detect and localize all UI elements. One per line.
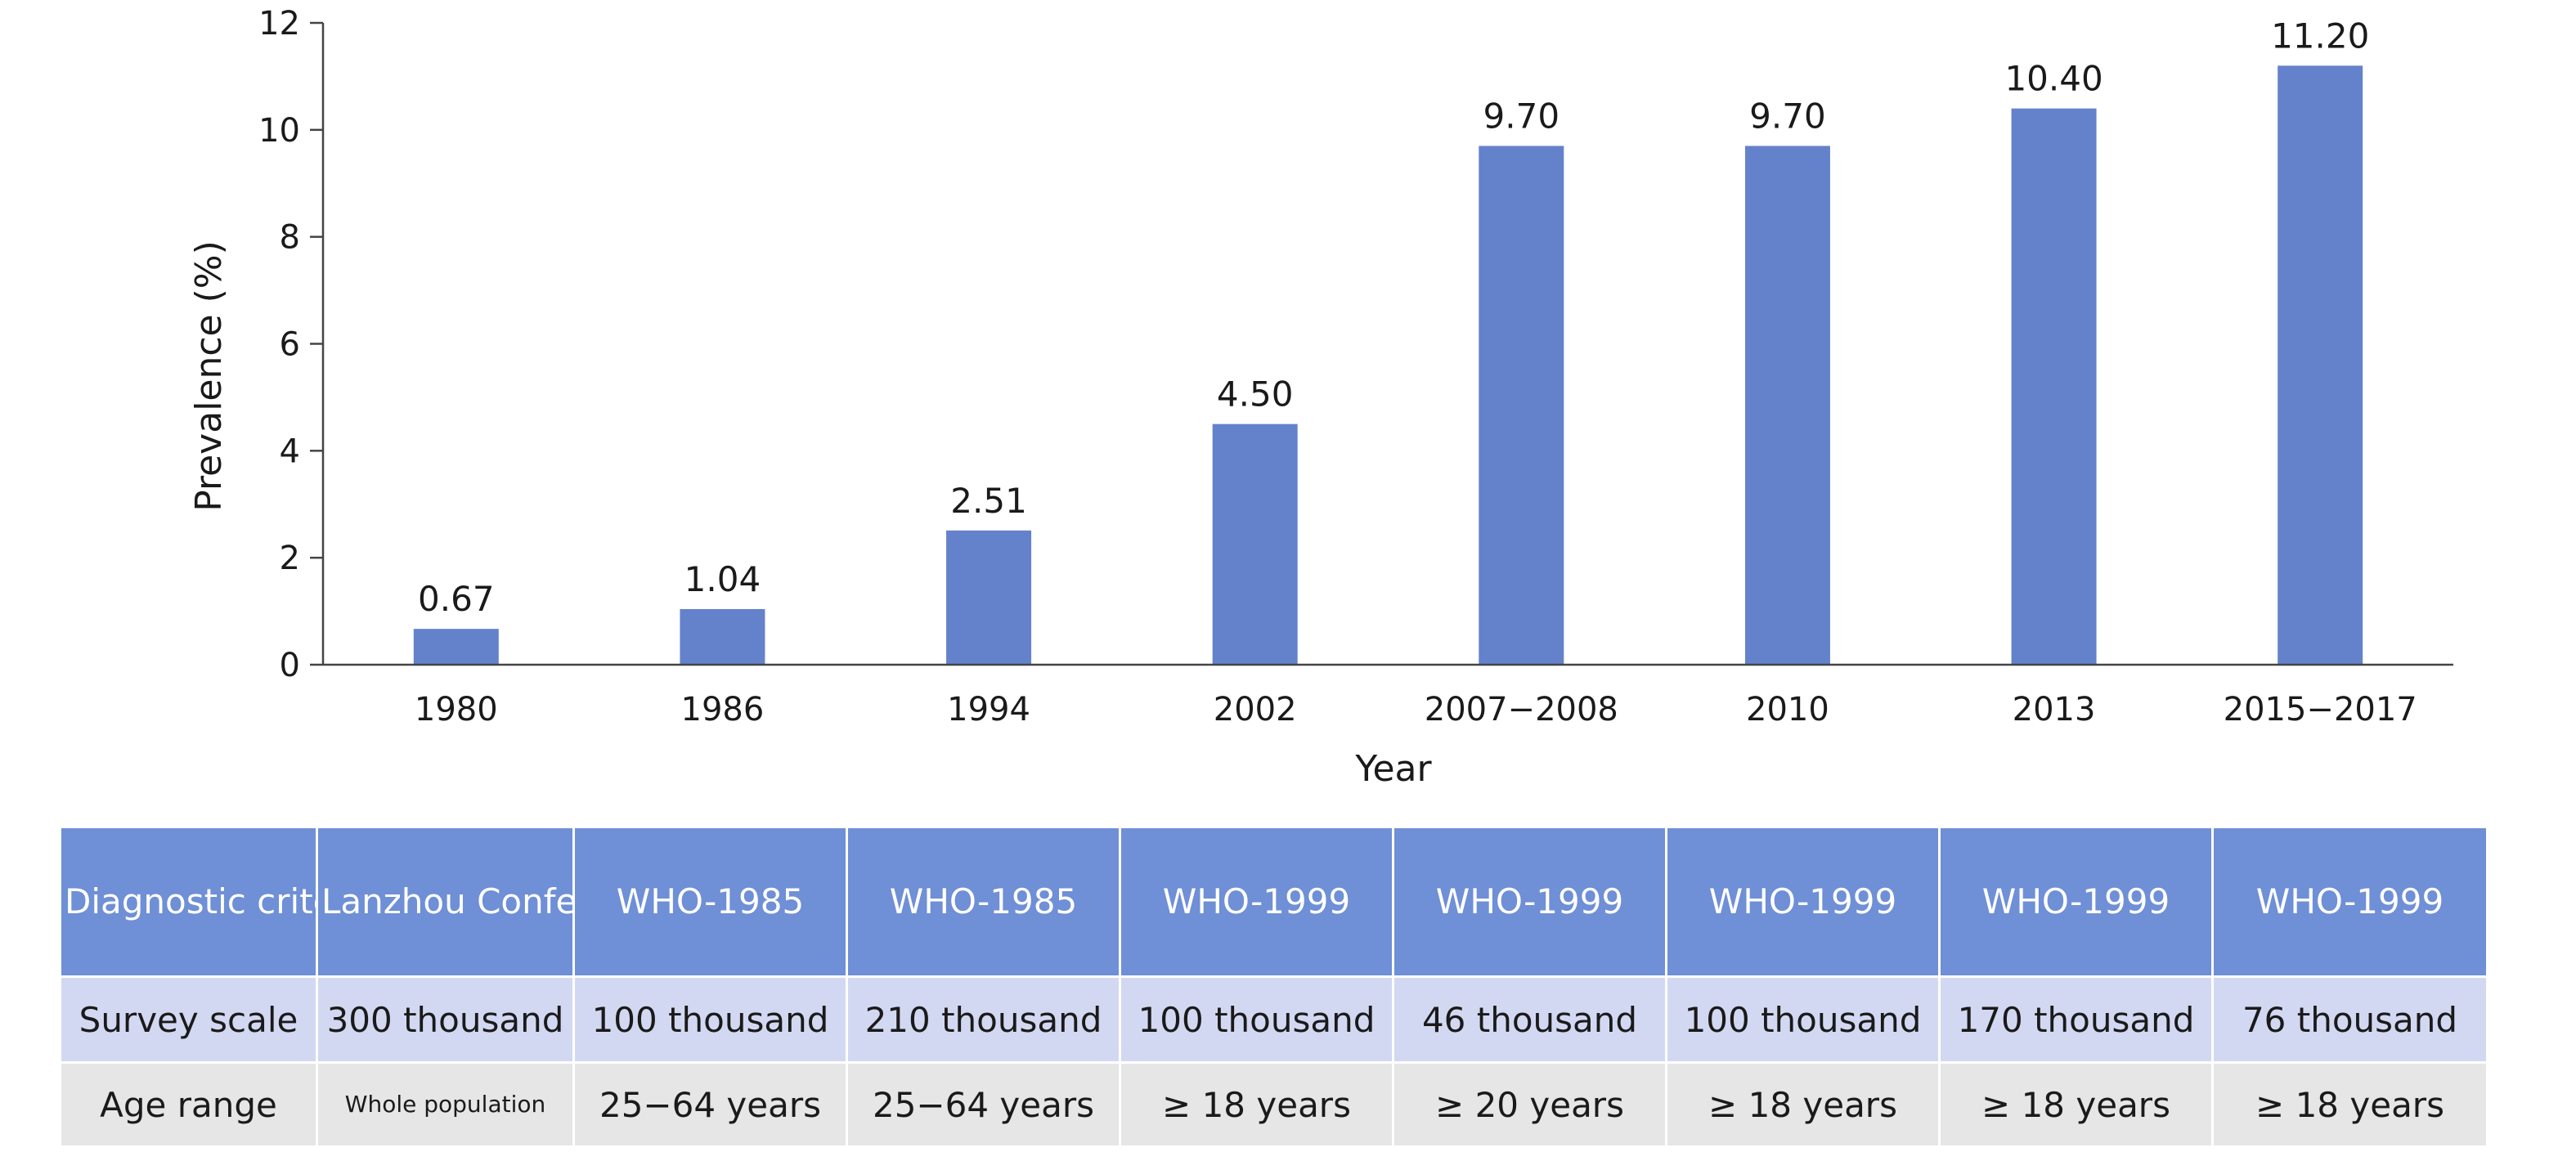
axes-group: 1980 1986 1994 2002 2007−2008 2010 2013 2015−20… bbox=[258, 5, 2453, 728]
data-label: 0.67 bbox=[418, 579, 495, 619]
x-tick-label: 2013 bbox=[2013, 691, 2096, 728]
x-tick-label: 2010 bbox=[1746, 691, 1829, 728]
y-tick-label: 12 bbox=[258, 5, 300, 43]
criteria-cell: WHO-1999 bbox=[2211, 826, 2488, 978]
bar-1986 bbox=[680, 608, 765, 665]
x-axis-title: Year bbox=[1354, 748, 1432, 790]
row-header-diagnostic-criteria: Diagnostic criteria bbox=[59, 826, 318, 978]
age-cell: ≥ 18 years bbox=[1938, 1061, 2214, 1148]
criteria-cell: WHO-1999 bbox=[1665, 826, 1941, 978]
bar-1994 bbox=[946, 530, 1032, 665]
data-label: 2.51 bbox=[950, 481, 1027, 521]
prevalence-bar-chart: 0.67 1.04 2.51 4.50 9.70 9.70 10.40 11.20 1980 1… bbox=[188, 5, 2453, 790]
y-tick-label: 2 bbox=[280, 540, 300, 577]
scale-cell: 76 thousand bbox=[2211, 975, 2488, 1064]
bar-2007−2008 bbox=[1479, 146, 1564, 666]
data-label: 10.40 bbox=[2004, 59, 2103, 99]
age-range-row: Age range Whole population 25−64 years 2… bbox=[59, 1061, 2488, 1148]
scale-cell: 100 thousand bbox=[572, 975, 848, 1064]
bar-2010 bbox=[1744, 146, 1830, 666]
criteria-cell: WHO-1999 bbox=[1938, 826, 2214, 978]
row-header-survey-scale: Survey scale bbox=[59, 975, 318, 1064]
y-axis-title: Prevalence (%) bbox=[188, 240, 230, 512]
bar-1980 bbox=[413, 629, 499, 665]
y-tick-label: 10 bbox=[258, 112, 300, 150]
y-tick-label: 8 bbox=[280, 219, 300, 257]
x-tick-label: 1980 bbox=[415, 691, 498, 728]
age-cell: ≥ 18 years bbox=[2211, 1061, 2488, 1148]
criteria-cell: WHO-1985 bbox=[572, 826, 848, 978]
age-cell: ≥ 18 years bbox=[1665, 1061, 1941, 1148]
criteria-cell: WHO-1999 bbox=[1119, 826, 1394, 978]
survey-scale-row: Survey scale 300 thousand 100 thousand 2… bbox=[59, 975, 2488, 1064]
x-tick-label: 1986 bbox=[681, 691, 765, 728]
criteria-cell: WHO-1985 bbox=[846, 826, 1121, 978]
criteria-cell: Lanzhou Conference Standards bbox=[316, 826, 575, 978]
data-label: 4.50 bbox=[1217, 374, 1294, 415]
x-tick-label: 2015−2017 bbox=[2224, 691, 2417, 728]
bar-2015−2017 bbox=[2278, 65, 2363, 666]
age-cell: 25−64 years bbox=[846, 1061, 1121, 1148]
age-cell: Whole population bbox=[316, 1061, 575, 1148]
bar-2013 bbox=[2011, 108, 2097, 665]
scale-cell: 170 thousand bbox=[1938, 975, 2214, 1064]
data-label: 9.70 bbox=[1483, 96, 1560, 136]
scale-cell: 210 thousand bbox=[846, 975, 1121, 1064]
x-tick-label: 2007−2008 bbox=[1425, 691, 1618, 728]
y-tick-label: 4 bbox=[280, 433, 300, 470]
scale-cell: 100 thousand bbox=[1119, 975, 1394, 1064]
age-cell: ≥ 20 years bbox=[1392, 1061, 1667, 1148]
criteria-cell: WHO-1999 bbox=[1392, 826, 1667, 978]
age-cell: 25−64 years bbox=[572, 1061, 848, 1148]
scale-cell: 100 thousand bbox=[1665, 975, 1941, 1064]
x-tick-label: 2002 bbox=[1214, 691, 1297, 728]
row-header-age-range: Age range bbox=[59, 1061, 318, 1148]
data-label: 9.70 bbox=[1749, 96, 1826, 136]
data-label: 11.20 bbox=[2271, 16, 2369, 56]
x-tick-label: 1994 bbox=[947, 691, 1030, 728]
scale-cell: 300 thousand bbox=[316, 975, 575, 1064]
scale-cell: 46 thousand bbox=[1392, 975, 1667, 1064]
data-label: 1.04 bbox=[684, 559, 761, 599]
survey-details-table: Diagnostic criteria Lanzhou Conference S… bbox=[59, 826, 2488, 1148]
y-tick-label: 0 bbox=[280, 647, 300, 684]
bars-group: 0.67 1.04 2.51 4.50 9.70 9.70 10.40 11.20 bbox=[413, 16, 2369, 666]
y-tick-label: 6 bbox=[280, 326, 300, 364]
diagnostic-criteria-row: Diagnostic criteria Lanzhou Conference S… bbox=[59, 826, 2488, 978]
age-cell: ≥ 18 years bbox=[1119, 1061, 1394, 1148]
bar-2002 bbox=[1212, 424, 1298, 665]
